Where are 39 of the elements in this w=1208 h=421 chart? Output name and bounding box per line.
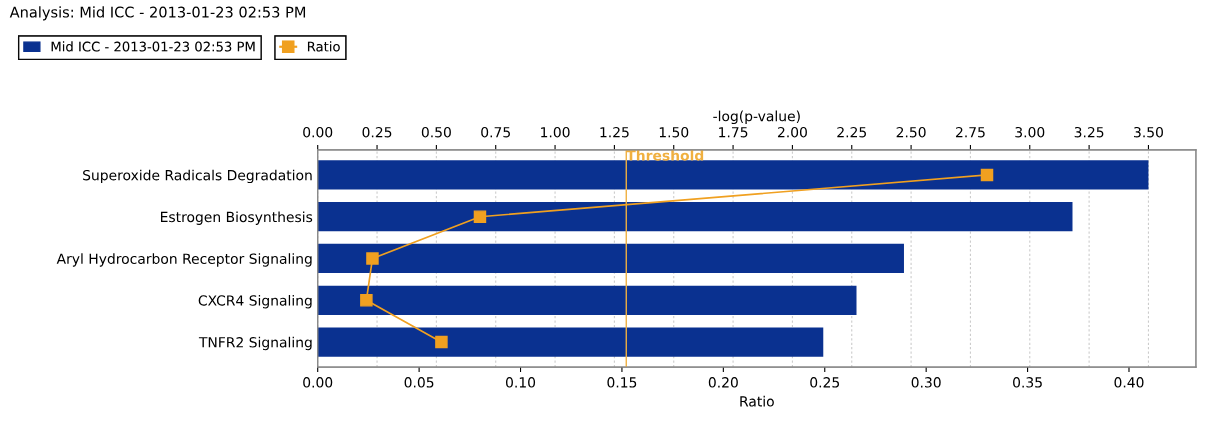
x2-tick-label: 3.25 (1074, 126, 1104, 138)
y-tick-label: CXCR4 Signaling (198, 294, 312, 309)
x-tick-label: 0.05 (404, 377, 434, 388)
x2-tick-label: 2.25 (837, 126, 866, 138)
x-tick-label: 0.10 (505, 377, 536, 388)
x2-tick-label: 0.25 (362, 126, 392, 138)
x2-tick-label: 3.50 (1134, 126, 1163, 138)
x-tick-label: 0.25 (810, 377, 840, 388)
x2-tick-label: 1.00 (541, 126, 570, 138)
x-tick-label: 0.35 (1013, 377, 1042, 388)
point (435, 335, 448, 349)
x2-tick-label: 1.50 (659, 126, 689, 138)
x2-tick-label: 2.50 (896, 126, 926, 138)
x2-tick-label: 2.00 (777, 126, 807, 138)
x-tick-label: 0.00 (303, 377, 333, 388)
x2-axis-title: -log(p-value) (713, 110, 800, 125)
x2-tick-label: 0.00 (303, 126, 333, 138)
point (360, 294, 373, 307)
x2-tick-label: 1.75 (719, 127, 748, 138)
x-tick-label: 0.15 (607, 377, 637, 388)
legend-label: Mid ICC - 2013-01-23 02:53 PM (51, 41, 255, 52)
x2-tick-label: 0.75 (481, 126, 510, 138)
x2-tick-label: 0.50 (421, 126, 451, 138)
x2-tick-label: 1.25 (600, 126, 629, 138)
y-tick-label: Estrogen Biosynthesis (161, 211, 313, 225)
text: Analysis: Mid ICC - 2013-01-23 02:53 PM (9, 6, 306, 21)
x-tick-label: 0.20 (708, 377, 738, 388)
legend-label: Ratio (307, 41, 340, 52)
y-tick-label: Aryl Hydrocarbon Receptor Signaling (56, 253, 312, 267)
x-tick-label: 0.40 (1114, 377, 1144, 388)
x2-tick-label: 3.00 (1015, 126, 1045, 138)
y-tick-label: Superoxide Radicals Degradation (83, 169, 312, 184)
y-tick-label: TNFR2 Signaling (198, 336, 312, 351)
point (473, 210, 487, 223)
x-tick-label: 0.30 (911, 377, 941, 388)
point (366, 252, 379, 265)
x-axis-title: Ratio (740, 395, 774, 407)
point (980, 168, 994, 182)
x2-tick-label: 2.75 (955, 126, 985, 138)
